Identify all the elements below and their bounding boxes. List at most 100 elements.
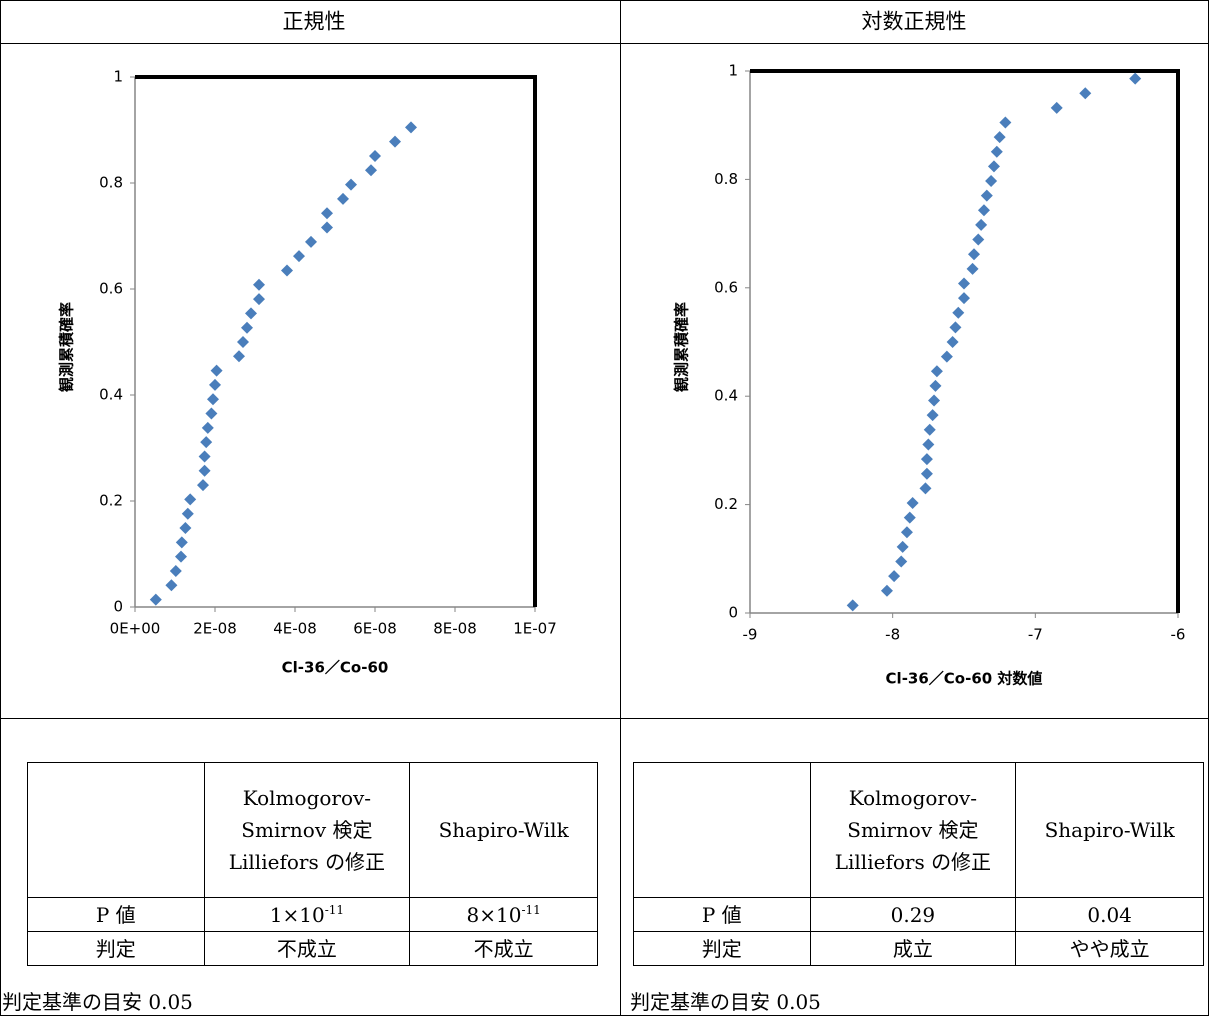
point [405,121,417,134]
point [209,378,221,391]
table-row: 判定 成立 やや成立 [633,931,1204,966]
point [175,550,187,563]
point [237,336,249,348]
x-axis-title: Cl-36／Co-60 [282,659,389,677]
point [245,307,257,320]
point [920,453,933,466]
table-row: P 値 0.29 0.04 [633,897,1204,932]
point [281,264,293,277]
point [940,350,953,363]
point [985,175,998,188]
row-header: P 値 [633,897,811,932]
y-tick-label: 0.2 [714,495,738,513]
cell-base: 8×10 [466,902,522,927]
point [929,379,942,392]
cell: 0.04 [1015,897,1204,932]
point [896,540,909,553]
point [926,409,939,422]
point [895,555,908,568]
plot-border [135,75,537,607]
cell: やや成立 [1015,931,1204,966]
point [179,522,192,535]
y-tick-label: 0.6 [99,280,123,298]
point [903,511,916,524]
cell: 8×10-11 [409,897,598,932]
point [198,464,211,477]
point [389,135,401,148]
y-tick-label: 0.4 [714,387,738,405]
point [888,570,901,583]
y-tick-label: 0 [728,604,738,622]
x-tick-label: 8E-08 [433,620,477,638]
plot-border [750,69,1180,613]
point [210,364,223,377]
cell: 0.29 [809,897,1017,932]
y-tick-label: 0.8 [714,170,738,188]
point [233,350,245,363]
point [928,394,941,407]
header: 対数正規性 [862,10,967,34]
point [253,278,265,291]
note: 判定基準の目安 0.05 [630,990,821,1014]
point [920,467,933,480]
row-header: 判定 [633,931,811,966]
header-row: Kolmogorov-Smirnov 検定 Lilliefors の修正 Shap… [27,762,598,898]
point [990,145,1003,158]
point [880,584,893,597]
point [922,438,935,451]
x-tick-label: -7 [1028,626,1043,644]
y-tick-label: 1 [728,62,738,80]
point [906,496,919,509]
result-table: Kolmogorov-Smirnov 検定 Lilliefors の修正 Shap… [27,762,598,966]
cell: 1×10-11 [203,897,411,932]
point [1050,101,1063,114]
cell: 不成立 [409,931,598,966]
point [967,248,980,261]
note: 判定基準の目安 0.05 [2,990,193,1014]
point [949,321,962,334]
row-header: 判定 [27,931,205,966]
point [993,131,1006,144]
corner-cell [27,762,205,898]
cell: 成立 [809,931,1017,966]
point [958,292,970,305]
point [169,564,182,577]
point [149,593,162,606]
point [198,450,211,463]
point [337,192,349,205]
cell-exponent: -11 [324,902,345,917]
point [952,306,965,319]
y-tick-label: 0 [113,598,123,616]
point [184,493,197,506]
point [972,233,985,246]
point [175,536,188,549]
point [846,599,859,612]
column-header: Kolmogorov-Smirnov 検定 Lilliefors の修正 [203,762,411,898]
y-tick-label: 0.2 [99,492,123,510]
point [305,235,317,248]
point [966,262,979,275]
x-tick-label: 4E-08 [273,620,317,638]
point [321,207,333,220]
corner-cell [633,762,811,898]
point [369,149,381,162]
table-row: P 値 1×10-11 8×10-11 [27,897,598,932]
x-tick-label: 1E-07 [513,620,557,638]
point [241,321,253,334]
point [197,479,209,492]
point [345,178,357,191]
point [293,250,305,263]
y-tick-label: 0.8 [99,174,123,192]
point [946,336,959,348]
point [919,482,932,495]
x-tick-label: -6 [1171,626,1186,644]
point [1129,72,1142,85]
point [181,507,194,520]
y-axis-title: 観測累積確率 [673,302,691,392]
x-axis-title: Cl-36／Co-60 対数値 [886,670,1043,688]
point [321,221,333,234]
point [365,164,377,177]
point [1079,87,1092,100]
point [205,407,218,420]
